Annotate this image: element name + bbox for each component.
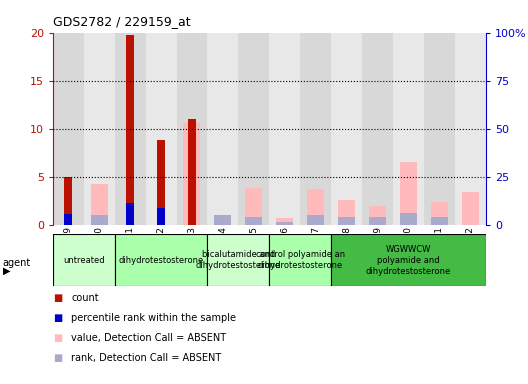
Text: control polyamide an
dihydrotestosterone: control polyamide an dihydrotestosterone bbox=[256, 250, 345, 270]
Text: ■: ■ bbox=[53, 293, 62, 303]
Bar bbox=[238, 33, 269, 225]
FancyBboxPatch shape bbox=[53, 234, 486, 286]
Bar bbox=[431, 202, 448, 225]
Bar bbox=[455, 33, 486, 225]
Bar bbox=[462, 192, 479, 225]
FancyBboxPatch shape bbox=[331, 234, 486, 286]
Bar bbox=[84, 33, 115, 225]
Bar bbox=[269, 33, 300, 225]
Bar bbox=[338, 217, 355, 225]
Bar bbox=[115, 33, 146, 225]
Text: ■: ■ bbox=[53, 333, 62, 343]
Text: rank, Detection Call = ABSENT: rank, Detection Call = ABSENT bbox=[71, 353, 222, 362]
Bar bbox=[276, 218, 293, 225]
Text: GDS2782 / 229159_at: GDS2782 / 229159_at bbox=[53, 15, 191, 28]
Bar bbox=[307, 189, 324, 225]
Bar bbox=[276, 222, 293, 225]
Bar bbox=[64, 177, 72, 225]
Bar bbox=[338, 200, 355, 225]
Bar bbox=[362, 33, 393, 225]
Bar bbox=[157, 208, 165, 225]
Bar bbox=[176, 33, 208, 225]
Bar bbox=[157, 140, 165, 225]
Text: dihydrotestosterone: dihydrotestosterone bbox=[118, 256, 204, 265]
FancyBboxPatch shape bbox=[53, 234, 115, 286]
FancyBboxPatch shape bbox=[115, 234, 208, 286]
Bar bbox=[369, 217, 386, 225]
Bar bbox=[188, 119, 196, 225]
Text: count: count bbox=[71, 293, 99, 303]
Bar bbox=[91, 215, 108, 225]
Bar bbox=[214, 215, 231, 225]
Bar bbox=[331, 33, 362, 225]
Bar bbox=[400, 162, 417, 225]
Bar bbox=[369, 207, 386, 225]
Text: agent: agent bbox=[3, 258, 31, 268]
Text: value, Detection Call = ABSENT: value, Detection Call = ABSENT bbox=[71, 333, 227, 343]
Bar bbox=[126, 203, 134, 225]
Text: WGWWCW
polyamide and
dihydrotestosterone: WGWWCW polyamide and dihydrotestosterone bbox=[366, 245, 451, 276]
Bar bbox=[214, 216, 231, 225]
Text: ■: ■ bbox=[53, 313, 62, 323]
Bar bbox=[53, 33, 84, 225]
FancyBboxPatch shape bbox=[208, 234, 269, 286]
Text: bicalutamide and
dihydrotestosterone: bicalutamide and dihydrotestosterone bbox=[196, 250, 281, 270]
Bar bbox=[126, 35, 134, 225]
Bar bbox=[246, 188, 262, 225]
Bar bbox=[208, 33, 238, 225]
Bar bbox=[91, 184, 108, 225]
Bar bbox=[183, 123, 201, 225]
Bar bbox=[424, 33, 455, 225]
Text: ■: ■ bbox=[53, 353, 62, 362]
Text: untreated: untreated bbox=[63, 256, 105, 265]
Bar bbox=[146, 33, 176, 225]
Bar bbox=[400, 213, 417, 225]
FancyBboxPatch shape bbox=[269, 234, 331, 286]
Bar bbox=[431, 217, 448, 225]
Bar bbox=[393, 33, 424, 225]
Bar bbox=[64, 214, 72, 225]
Text: ▶: ▶ bbox=[3, 266, 10, 276]
Bar bbox=[307, 215, 324, 225]
Text: percentile rank within the sample: percentile rank within the sample bbox=[71, 313, 237, 323]
Bar bbox=[246, 217, 262, 225]
Bar bbox=[300, 33, 331, 225]
